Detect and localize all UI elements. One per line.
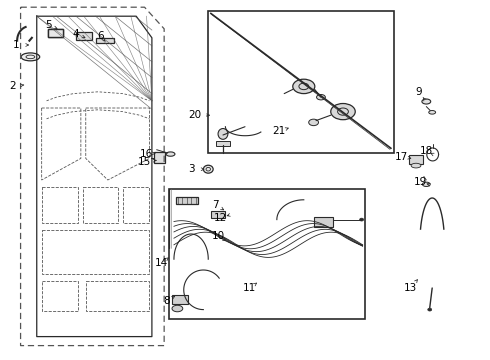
Ellipse shape: [309, 119, 318, 126]
Ellipse shape: [21, 53, 40, 61]
Text: 13: 13: [404, 283, 417, 293]
Ellipse shape: [411, 163, 421, 168]
Text: 14: 14: [155, 258, 169, 268]
Text: 9: 9: [416, 87, 422, 97]
Bar: [211, 211, 225, 218]
Ellipse shape: [317, 94, 325, 100]
Ellipse shape: [422, 99, 431, 104]
Ellipse shape: [203, 165, 213, 173]
Text: 6: 6: [97, 31, 104, 41]
Ellipse shape: [172, 305, 183, 312]
Text: 8: 8: [163, 296, 170, 306]
Text: 1: 1: [12, 40, 19, 50]
Text: 10: 10: [212, 231, 224, 241]
Bar: [176, 197, 198, 204]
Ellipse shape: [429, 111, 436, 114]
Bar: [154, 152, 165, 163]
Ellipse shape: [218, 129, 228, 139]
Bar: [216, 141, 230, 146]
Bar: [314, 217, 333, 227]
Text: 7: 7: [212, 200, 219, 210]
Text: 5: 5: [45, 20, 51, 30]
Text: 11: 11: [243, 283, 257, 293]
Text: 18: 18: [419, 146, 433, 156]
Text: 20: 20: [189, 110, 201, 120]
Ellipse shape: [331, 104, 355, 120]
Bar: [48, 29, 63, 37]
Bar: [96, 38, 114, 43]
Ellipse shape: [166, 152, 175, 156]
Bar: [208, 11, 394, 153]
Bar: [169, 189, 365, 319]
Text: 2: 2: [9, 81, 16, 91]
Bar: [76, 32, 92, 40]
Text: 17: 17: [395, 152, 409, 162]
Text: 12: 12: [214, 213, 227, 223]
Ellipse shape: [422, 182, 430, 186]
Text: 21: 21: [272, 126, 286, 136]
Ellipse shape: [293, 79, 315, 94]
Text: 19: 19: [414, 177, 427, 187]
Ellipse shape: [360, 218, 364, 221]
Bar: [172, 295, 188, 304]
Text: 16: 16: [139, 149, 153, 159]
Text: 3: 3: [188, 164, 195, 174]
Text: 4: 4: [73, 29, 79, 39]
Bar: [48, 29, 63, 37]
Bar: [409, 155, 423, 164]
Ellipse shape: [428, 308, 432, 311]
Text: 15: 15: [138, 157, 151, 167]
